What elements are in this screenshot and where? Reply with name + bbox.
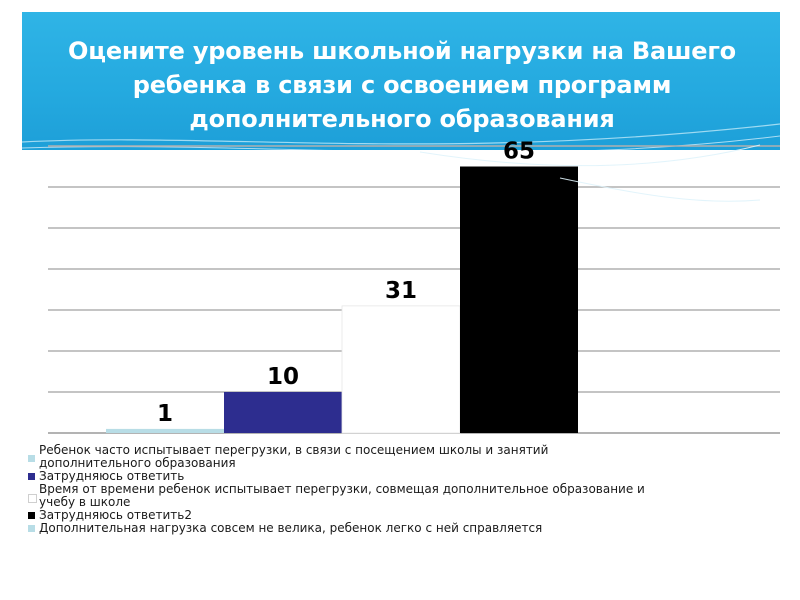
title-line: дополнительного образования <box>189 105 615 133</box>
bar <box>224 392 342 433</box>
bar-value-label: 65 <box>503 139 535 165</box>
legend-label: дополнительного образования <box>39 456 236 470</box>
legend-label: учебу в школе <box>39 495 131 509</box>
bars <box>106 166 578 434</box>
bar-value-label: 1 <box>157 401 173 427</box>
legend-swatch <box>28 525 35 532</box>
legend-swatch <box>28 473 35 480</box>
legend-swatch <box>28 455 35 462</box>
title-line: ребенка в связи с освоением программ <box>132 71 672 99</box>
legend-item: Затрудняюсь ответить2 <box>28 509 728 522</box>
title-banner: Оцените уровень школьной нагрузки на Ваш… <box>22 12 780 150</box>
legend-item: Время от времени ребенок испытывает пере… <box>28 483 728 509</box>
chart-title: Оцените уровень школьной нагрузки на Ваш… <box>62 34 742 136</box>
legend-label: Затрудняюсь ответить2 <box>39 508 192 522</box>
decorative-overlay-lines <box>419 144 761 202</box>
chart-legend: Ребенок часто испытывает перегрузки, в с… <box>28 444 728 535</box>
bar-value-label: 10 <box>267 364 299 390</box>
bar <box>106 428 224 433</box>
legend-label: Время от времени ребенок испытывает пере… <box>39 482 645 496</box>
legend-item: Затрудняюсь ответить <box>28 470 728 483</box>
legend-label: Затрудняюсь ответить <box>39 469 185 483</box>
bar <box>460 166 578 433</box>
title-line: Оцените уровень школьной нагрузки на Ваш… <box>68 37 736 65</box>
legend-swatch <box>28 494 37 503</box>
legend-item: Дополнительная нагрузка совсем не велика… <box>28 522 728 535</box>
legend-label: Ребенок часто испытывает перегрузки, в с… <box>39 443 549 457</box>
bar-value-label: 31 <box>385 278 417 304</box>
legend-label: Дополнительная нагрузка совсем не велика… <box>39 521 543 535</box>
bar <box>341 305 461 434</box>
legend-swatch <box>28 512 35 519</box>
legend-item: Ребенок часто испытывает перегрузки, в с… <box>28 444 728 470</box>
data-labels: 1 10 31 65 <box>157 139 535 427</box>
